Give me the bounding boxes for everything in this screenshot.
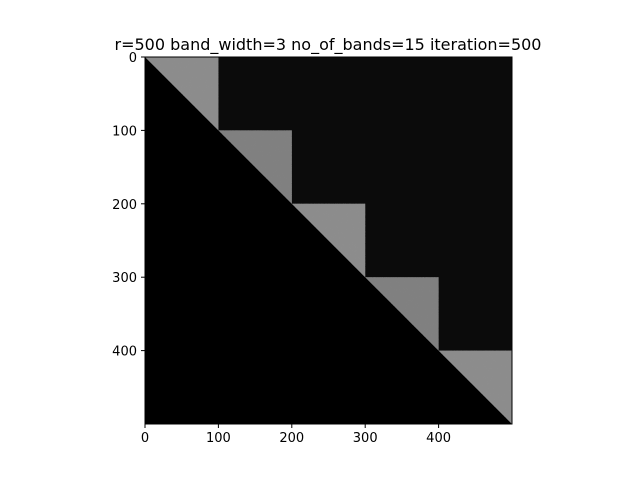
y-tick-label: 100 [112, 124, 137, 139]
plot-area [144, 56, 513, 425]
diagonal-block-1 [145, 57, 219, 131]
x-tick-label: 400 [426, 431, 451, 446]
x-tick-label: 100 [206, 431, 231, 446]
x-tick-label: 0 [141, 431, 149, 446]
x-tick-label: 200 [279, 431, 304, 446]
diagonal-block-2 [218, 130, 292, 204]
chart-title: r=500 band_width=3 no_of_bands=15 iterat… [115, 35, 542, 55]
x-tick-label: 300 [353, 431, 378, 446]
y-tick-label: 400 [112, 345, 137, 360]
x-axis: 0 100 200 300 400 [141, 424, 451, 446]
y-tick-label: 0 [129, 51, 137, 66]
diagonal-block-3 [291, 203, 366, 278]
diagonal-block-4 [365, 277, 439, 351]
diagonal-block-5 [438, 350, 512, 424]
plot-frame [144, 56, 513, 425]
y-tick-label: 200 [112, 198, 137, 213]
y-axis: 0 100 200 300 400 [112, 51, 145, 360]
y-tick-label: 300 [112, 271, 137, 286]
